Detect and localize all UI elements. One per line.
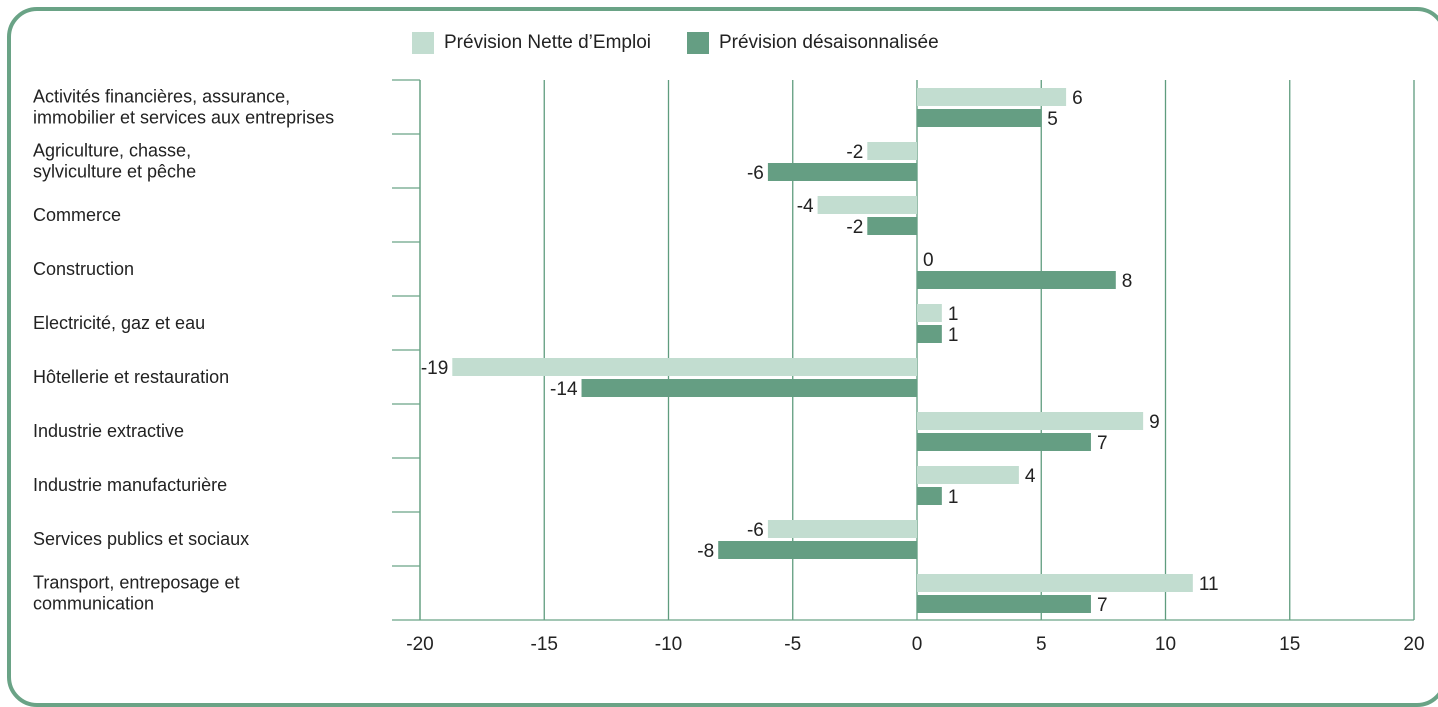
value-label-series-2-2: -2	[846, 217, 863, 238]
x-tick-label-6: 10	[1155, 634, 1176, 655]
value-label-series-1-7: 4	[1025, 466, 1036, 487]
bar-series-1-9	[917, 574, 1193, 592]
bar-series-2-8	[718, 541, 917, 559]
x-tick-label-5: 5	[1036, 634, 1047, 655]
category-label-4: Electricité, gaz et eau	[33, 313, 205, 333]
x-tick-label-1: -15	[531, 634, 558, 655]
category-label-7: Industrie manufacturière	[33, 475, 227, 495]
category-label-0-line-1: immobilier et services aux entreprises	[33, 108, 334, 128]
bar-series-1-5	[452, 358, 917, 376]
bar-series-2-2	[867, 217, 917, 235]
legend-label-series-2: Prévision désaisonnalisée	[718, 32, 939, 53]
value-label-series-2-1: -6	[747, 163, 764, 184]
bar-series-1-7	[917, 466, 1019, 484]
category-label-2: Commerce	[33, 205, 121, 225]
value-label-series-2-3: 8	[1122, 271, 1133, 292]
legend-swatch-series-2	[686, 32, 709, 54]
value-label-series-2-8: -8	[697, 541, 714, 562]
legend-label-series-1: Prévision Nette d’Emploi	[444, 32, 651, 53]
value-label-series-2-7: 1	[948, 487, 959, 508]
value-label-series-1-2: -4	[797, 196, 814, 217]
value-label-series-1-5: -19	[421, 358, 448, 379]
category-label-9-line-0: Transport, entreposage et	[33, 573, 239, 593]
bar-series-2-3	[917, 271, 1116, 289]
bar-series-1-4	[917, 304, 942, 322]
category-label-9-line-1: communication	[33, 594, 154, 614]
value-label-series-2-9: 7	[1097, 595, 1108, 616]
bar-series-1-8	[767, 520, 917, 538]
legend: Prévision Nette d’Emploi Prévision désai…	[412, 30, 975, 56]
bar-series-1-6	[917, 412, 1144, 430]
bar-series-2-5	[581, 379, 917, 397]
value-label-series-1-9: 11	[1199, 574, 1219, 595]
category-label-3: Construction	[33, 259, 134, 279]
value-label-series-2-0: 5	[1047, 109, 1058, 130]
x-tick-label-7: 15	[1279, 634, 1300, 655]
bar-series-1-0	[917, 88, 1067, 106]
bar-series-2-0	[917, 109, 1042, 127]
value-label-series-1-1: -2	[846, 142, 863, 163]
bar-series-2-4	[917, 325, 942, 343]
value-label-series-1-3: 0	[923, 250, 934, 271]
bar-series-2-1	[767, 163, 917, 181]
x-tick-label-2: -10	[655, 634, 682, 655]
x-tick-label-3: -5	[784, 634, 801, 655]
x-tick-label-0: -20	[406, 634, 433, 655]
category-label-6: Industrie extractive	[33, 421, 184, 441]
bar-series-1-2	[817, 196, 917, 214]
value-label-series-1-8: -6	[747, 520, 764, 541]
legend-swatch-series-1	[412, 32, 434, 54]
category-label-1-line-0: Agriculture, chasse,	[33, 141, 191, 161]
value-label-series-2-4: 1	[948, 325, 959, 346]
value-label-series-2-6: 7	[1097, 433, 1108, 454]
category-label-5: Hôtellerie et restauration	[33, 367, 229, 387]
category-label-0-line-0: Activités financières, assurance,	[33, 87, 290, 107]
legend-item-series-2: Prévision désaisonnalisée	[686, 32, 939, 54]
bar-series-2-7	[917, 487, 942, 505]
value-label-series-1-6: 9	[1149, 412, 1160, 433]
value-label-series-2-5: -14	[550, 379, 578, 400]
x-tick-label-4: 0	[912, 634, 923, 655]
bar-series-2-9	[917, 595, 1091, 613]
value-label-series-1-4: 1	[948, 304, 959, 325]
legend-item-series-1: Prévision Nette d’Emploi	[412, 32, 651, 54]
value-label-series-1-0: 6	[1072, 88, 1083, 109]
category-label-1-line-1: sylviculture et pêche	[33, 162, 196, 182]
bar-series-2-6	[917, 433, 1091, 451]
category-label-8: Services publics et sociaux	[33, 529, 249, 549]
bar-series-1-1	[867, 142, 917, 160]
x-tick-label-8: 20	[1403, 634, 1424, 655]
